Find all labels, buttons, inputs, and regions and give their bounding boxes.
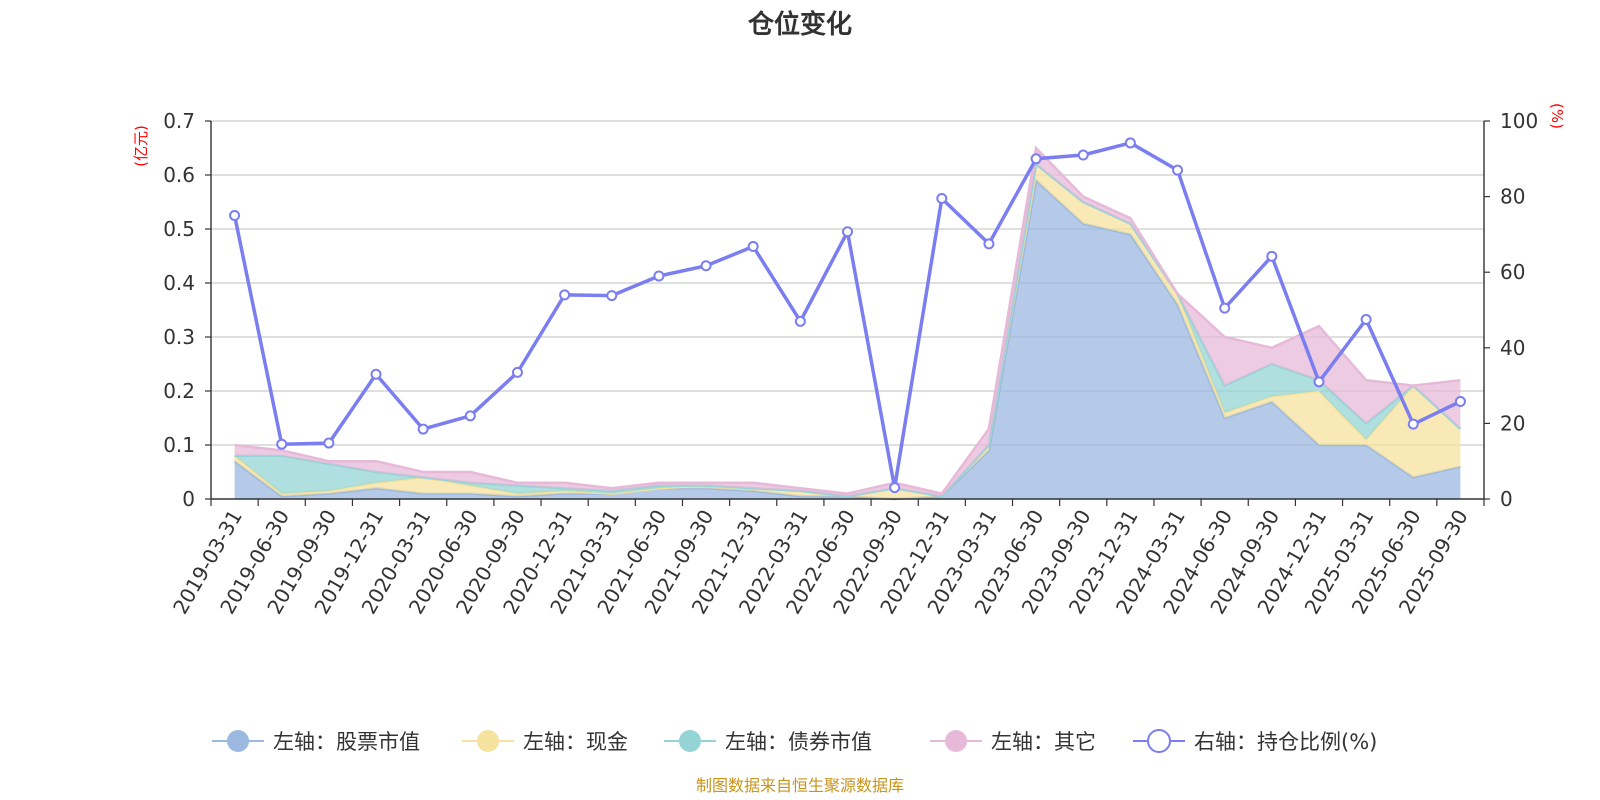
- line-point: [276, 438, 288, 450]
- line-point: [747, 240, 759, 252]
- left-axis-tick-label: 0.2: [163, 379, 195, 403]
- legend-item[interactable]: 左轴：股票市值: [212, 730, 420, 754]
- legend: 左轴：股票市值 左轴：现金 左轴：债券市值 左轴：其它 右轴：持仓比例(%): [212, 729, 1377, 754]
- line-point: [1407, 418, 1419, 430]
- holding-ratio-line: [229, 137, 1466, 494]
- legend-label: 左轴：其它: [991, 730, 1096, 754]
- legend-label: 左轴：现金: [523, 730, 628, 754]
- line-point: [700, 260, 712, 272]
- left-axis-tick-label: 0.7: [163, 109, 195, 133]
- left-axis-tick-label: 0.6: [163, 163, 195, 187]
- legend-label: 右轴：持仓比例(%): [1194, 730, 1377, 754]
- right-axis-tick-label: 100: [1500, 109, 1538, 133]
- line-point: [1124, 137, 1136, 149]
- line-point: [842, 226, 853, 238]
- line-point: [1172, 164, 1184, 176]
- area-series-edge: [234, 145, 1461, 496]
- legend-marker-icon: [477, 730, 499, 752]
- line-point: [464, 410, 476, 422]
- legend-label: 左轴：股票市值: [273, 730, 420, 754]
- line-point: [229, 210, 241, 221]
- line-point: [1454, 395, 1466, 407]
- line-point: [1360, 313, 1372, 325]
- line-point: [1313, 376, 1325, 388]
- legend-marker-icon: [945, 730, 967, 752]
- left-axis-tick-label: 0: [182, 487, 195, 511]
- legend-item[interactable]: 左轴：债券市值: [664, 730, 872, 754]
- right-axis-unit: (%): [1548, 103, 1566, 129]
- left-axis-tick-label: 0.4: [163, 271, 195, 295]
- left-axis-tick-label: 0.1: [163, 433, 195, 457]
- line-point: [889, 482, 901, 494]
- left-axis-unit: (亿元): [132, 125, 150, 167]
- right-axis-tick-label: 20: [1500, 411, 1525, 435]
- legend-marker-icon: [227, 730, 249, 752]
- line-point: [370, 368, 382, 380]
- line-point: [1030, 153, 1042, 165]
- right-axis-tick-label: 60: [1500, 260, 1525, 284]
- left-axis-tick-label: 0.3: [163, 325, 195, 349]
- chart-title: 仓位变化: [747, 9, 852, 40]
- legend-item[interactable]: 左轴：其它: [930, 730, 1096, 754]
- left-axis-tick-label: 0.5: [163, 217, 195, 241]
- line-point: [936, 192, 948, 204]
- line-point: [794, 315, 806, 327]
- line-point: [323, 437, 335, 449]
- line-point: [1077, 149, 1089, 161]
- legend-item[interactable]: 右轴：持仓比例(%): [1133, 729, 1377, 754]
- source-note: 制图数据来自恒生聚源数据库: [696, 776, 904, 795]
- line-point: [1266, 250, 1278, 262]
- legend-label: 左轴：债券市值: [725, 730, 872, 754]
- line-point: [559, 289, 571, 301]
- line-point: [606, 290, 618, 302]
- line-point: [417, 423, 429, 435]
- line-point: [653, 270, 665, 282]
- right-axis-tick-label: 0: [1500, 487, 1513, 511]
- line-point: [1219, 302, 1231, 314]
- right-axis-tick-label: 40: [1500, 336, 1525, 360]
- line-point: [983, 238, 995, 250]
- legend-marker-icon: [679, 730, 701, 752]
- legend-item[interactable]: 左轴：现金: [462, 730, 628, 754]
- right-axis-tick-label: 80: [1500, 185, 1525, 209]
- stacked-areas: [233, 145, 1462, 501]
- legend-marker-icon: [1147, 729, 1171, 753]
- area-series: [234, 180, 1461, 499]
- line-point: [511, 366, 523, 378]
